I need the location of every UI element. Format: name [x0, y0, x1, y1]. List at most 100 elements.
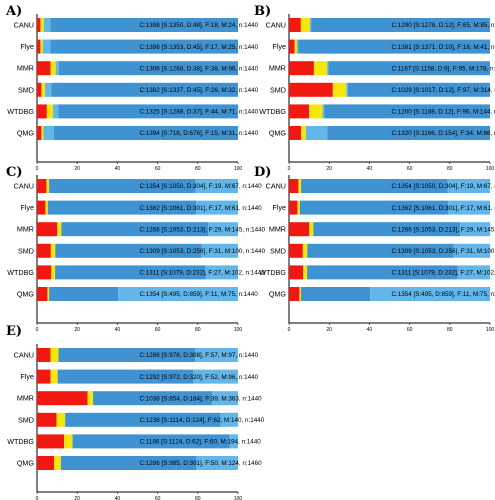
x-tick-label: 40 [367, 166, 373, 172]
bar-segment-complete-duplicated [327, 61, 329, 76]
bar-label: C:1382 [S:1337, D:45], F:26, M:32, n:144… [140, 87, 259, 94]
x-tick-label: 60 [407, 166, 413, 172]
bar-segment-complete-duplicated [205, 265, 238, 280]
bar-segment-fragmented [45, 200, 48, 215]
x-tick-label: 0 [36, 496, 39, 500]
bar-segment-complete-duplicated [43, 126, 54, 140]
bar-segment-complete-duplicated [53, 104, 59, 119]
x-tick-label: 40 [115, 166, 121, 172]
bar-segment-fragmented [50, 369, 58, 384]
bar-label: C:1309 [S:1053, D:256], F:31, M:100, n:1… [392, 248, 495, 255]
bar-segment-fragmented [41, 82, 46, 97]
bar-segment-complete-single [72, 434, 230, 449]
bar-segment-complete-duplicated [447, 179, 490, 193]
bar-label: C:1354 [S:495, D:859], F:11, M:75, n:144… [140, 291, 259, 298]
x-tick-label: 60 [155, 166, 161, 172]
bar-segment-complete-single [93, 391, 213, 406]
bar-label: C:1325 [S:1288, D:37], F:44, M:71, n:144… [140, 109, 259, 116]
bar-segment-complete-single [47, 200, 196, 215]
panel-1: A) 0 20 40 60 80 100 CANU C:1398 [S:1350, D:48],… [5, 4, 259, 172]
category-label: QMG [17, 129, 35, 138]
bar-segment-complete-single [328, 61, 490, 76]
bar-label: C:1398 [S:1350, D:48], F:18, M:24, n:144… [140, 22, 259, 29]
bar-segment-complete-duplicated [220, 412, 238, 427]
x-tick-label: 0 [288, 327, 291, 333]
category-label: CANU [14, 21, 34, 30]
bar-segment-missing [289, 179, 299, 193]
bar-segment-complete-duplicated [212, 391, 238, 406]
x-tick-label: 0 [36, 327, 39, 333]
category-label: QMG [269, 290, 287, 299]
x-tick-label: 80 [195, 327, 201, 333]
bar-segment-missing [37, 126, 42, 140]
bar-segment-missing [37, 39, 41, 54]
bar-label: C:1362 [S:1061, D:301], F:17, M:61, n:14… [392, 205, 495, 212]
bar-segment-fragmented [50, 243, 56, 258]
category-label: MMR [17, 64, 34, 73]
category-label: Flye [272, 203, 286, 212]
bar-label: C:1238 [S:1114, D:124], F:62, M:140, n:1… [140, 417, 265, 424]
bar-segment-missing [37, 82, 42, 97]
bar-segment-fragmented [40, 39, 43, 54]
category-label: MMR [269, 225, 286, 234]
bar-label: C:1292 [S:972, D:320], F:52, M:96, n:144… [140, 374, 259, 381]
bar-segment-missing [37, 222, 58, 237]
bar-segment-missing [37, 243, 51, 258]
x-tick-label: 60 [155, 496, 161, 500]
x-tick-label: 80 [195, 496, 201, 500]
bar-segment-complete-single [53, 126, 238, 140]
category-label: MMR [17, 225, 34, 234]
bar-segment-complete-duplicated [43, 18, 51, 32]
bar-segment-fragmented [50, 61, 56, 76]
panel-4: D) 0 20 40 60 80 100 CANU C:1354 [S:1050, D:304]… [254, 165, 495, 333]
bar-label: C:1362 [S:1061, D:301], F:17, M:61, n:14… [140, 205, 263, 212]
bar-segment-missing [289, 287, 300, 301]
bar-segment-complete-single [55, 243, 202, 258]
x-tick-label: 100 [234, 166, 243, 172]
bar-segment-complete-single [58, 104, 238, 119]
bar-segment-fragmented [56, 412, 66, 427]
bar-segment-fragmented [87, 391, 94, 406]
bar-segment-complete-duplicated [305, 126, 328, 140]
bar-segment-complete-duplicated [309, 18, 312, 32]
bar-segment-missing [289, 82, 333, 97]
bar-segment-complete-duplicated [297, 39, 299, 54]
bar-label: C:1266 [S:1053, D:213], F:29, M:145, n:1… [392, 226, 495, 233]
bar-segment-missing [289, 61, 314, 76]
bar-segment-complete-single [50, 39, 239, 54]
bar-segment-complete-single [50, 18, 239, 32]
bar-label: C:1029 [S:1017, D:12], F:97, M:314, n:14… [392, 87, 495, 94]
bar-segment-fragmented [47, 287, 50, 301]
panel-label: A) [5, 4, 22, 19]
bar-segment-fragmented [332, 82, 347, 97]
bar-segment-complete-duplicated [346, 82, 348, 97]
bar-segment-complete-single [299, 200, 448, 215]
bar-segment-missing [289, 265, 304, 280]
bar-segment-complete-single [298, 39, 490, 54]
bar-label: C:1266 [S:1053, D:213], F:29, M:145, n:1… [140, 226, 266, 233]
bar-segment-fragmented [303, 265, 308, 280]
bar-segment-complete-single [301, 287, 371, 301]
bar-segment-complete-duplicated [447, 200, 490, 215]
bar-segment-complete-single [307, 243, 454, 258]
bar-segment-missing [37, 391, 88, 406]
bar-segment-missing [289, 200, 298, 215]
bar-segment-complete-duplicated [195, 179, 238, 193]
category-label: WTDBG [259, 268, 286, 277]
x-tick-label: 20 [326, 166, 332, 172]
x-tick-label: 40 [115, 496, 121, 500]
bar-segment-complete-single [307, 265, 458, 280]
bar-segment-complete-single [58, 348, 195, 362]
category-label: WTDBG [7, 107, 34, 116]
bar-segment-complete-duplicated [195, 200, 238, 215]
bar-label: C:1286 [S:985, D:301], F:50, M:124, n:14… [140, 460, 263, 467]
bar-segment-missing [289, 18, 301, 32]
bar-label: C:1320 [S:1166, D:154], F:34, M:86, n:14… [392, 130, 495, 137]
category-label: SMD [270, 85, 286, 94]
bar-segment-missing [37, 61, 51, 76]
bar-segment-complete-single [65, 412, 221, 427]
category-label: CANU [14, 351, 34, 360]
category-label: CANU [14, 182, 34, 191]
bar-segment-complete-single [60, 456, 197, 470]
category-label: SMD [270, 246, 286, 255]
